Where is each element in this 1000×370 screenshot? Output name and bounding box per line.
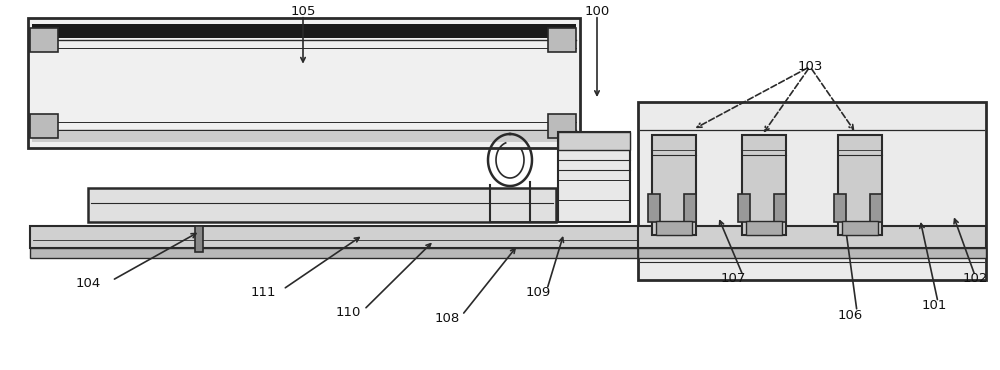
- Text: 105: 105: [290, 5, 316, 18]
- Text: 104: 104: [75, 276, 101, 290]
- Bar: [638, 226, 986, 248]
- Bar: [548, 114, 576, 138]
- Bar: [684, 194, 696, 222]
- Bar: [746, 221, 782, 235]
- Bar: [32, 24, 576, 38]
- Text: 107: 107: [720, 272, 746, 285]
- Bar: [656, 221, 692, 235]
- Bar: [838, 135, 882, 235]
- Text: 100: 100: [584, 5, 610, 18]
- Bar: [30, 28, 58, 52]
- Bar: [548, 28, 576, 52]
- Text: 110: 110: [335, 306, 361, 319]
- Bar: [30, 248, 784, 258]
- Text: 106: 106: [837, 309, 863, 322]
- Bar: [30, 226, 784, 248]
- Bar: [738, 194, 750, 222]
- Bar: [834, 194, 846, 222]
- Bar: [88, 188, 556, 222]
- Text: 103: 103: [797, 60, 823, 73]
- Bar: [558, 132, 630, 150]
- Text: 111: 111: [250, 286, 276, 299]
- Bar: [30, 114, 58, 138]
- Text: 102: 102: [962, 272, 988, 285]
- Text: 108: 108: [434, 312, 460, 326]
- Bar: [28, 18, 580, 148]
- Text: 101: 101: [921, 299, 947, 312]
- Bar: [648, 194, 660, 222]
- Bar: [742, 135, 786, 235]
- Bar: [638, 102, 986, 280]
- Text: 109: 109: [525, 286, 551, 299]
- Bar: [195, 226, 203, 252]
- Bar: [652, 135, 696, 235]
- Bar: [870, 194, 882, 222]
- Bar: [774, 194, 786, 222]
- Bar: [842, 221, 878, 235]
- Bar: [32, 132, 576, 142]
- Bar: [558, 132, 630, 222]
- Bar: [638, 248, 986, 258]
